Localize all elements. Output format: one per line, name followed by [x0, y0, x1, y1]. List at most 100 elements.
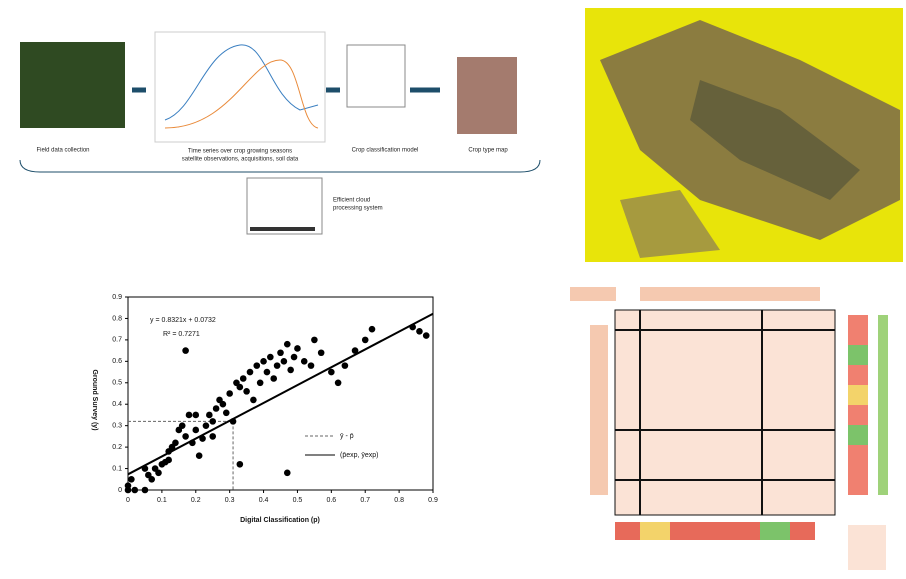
x-tick-label: 0.2 — [191, 497, 201, 504]
plot-frame — [127, 296, 434, 491]
point — [253, 362, 261, 369]
point — [246, 368, 254, 376]
cloud-box — [246, 177, 323, 235]
y-tick-label: 0.6 — [112, 358, 122, 365]
point — [236, 460, 244, 468]
y-tick-label: 0.5 — [112, 380, 122, 387]
cloud-label: processing system — [333, 206, 383, 212]
x-tick-label: 0.5 — [293, 497, 303, 504]
point — [368, 325, 376, 333]
point — [311, 336, 318, 344]
field-photo — [20, 42, 125, 128]
model-icon — [346, 44, 406, 108]
point — [287, 366, 294, 374]
cell — [570, 287, 616, 301]
brace — [19, 159, 541, 173]
map-patch — [620, 190, 720, 258]
y-tick-label: 0.4 — [112, 401, 122, 408]
point — [202, 422, 210, 429]
x-tick-label: 0.6 — [326, 497, 336, 504]
progress — [250, 227, 315, 231]
point — [267, 353, 274, 361]
point — [243, 388, 250, 395]
matrix — [570, 287, 888, 570]
y-tick-label: 0.1 — [112, 465, 122, 472]
point — [250, 396, 257, 404]
cell — [614, 309, 836, 516]
point — [409, 323, 416, 331]
point — [290, 353, 298, 361]
y-tick-label: 0.8 — [112, 315, 122, 322]
point — [209, 418, 217, 425]
point — [148, 475, 156, 483]
point — [273, 362, 281, 369]
y-tick-label: 0.7 — [112, 337, 122, 344]
point — [294, 345, 301, 352]
point — [277, 349, 284, 357]
point — [178, 422, 186, 429]
cell — [590, 325, 608, 495]
point — [270, 375, 278, 382]
legend-label: (p̄exp, ȳexp) — [340, 452, 379, 459]
x-tick-label: 0.1 — [157, 497, 167, 504]
point — [206, 411, 213, 419]
r-squared: R² = 0.7271 — [163, 331, 200, 338]
step-label: satellite observations, acquisitions, so… — [182, 157, 299, 163]
point — [182, 347, 189, 354]
point — [199, 435, 206, 442]
workflow: Field data collection Time series over c… — [19, 31, 541, 235]
point — [195, 452, 203, 459]
point — [283, 469, 291, 477]
y-axis-title: Ground Survey (y) — [91, 369, 98, 430]
point — [155, 469, 162, 477]
x-tick-label: 0.3 — [225, 497, 235, 504]
point — [351, 347, 359, 354]
map — [585, 8, 903, 262]
step-label: Field data collection — [36, 148, 89, 154]
point — [300, 358, 308, 365]
y-tick-label: 0.2 — [112, 444, 122, 451]
legend-label: ȳ - p̄ — [340, 433, 354, 440]
point — [185, 411, 193, 419]
point — [328, 368, 335, 376]
point — [256, 379, 264, 387]
point — [229, 418, 237, 425]
point — [209, 433, 217, 440]
y-tick-label: 0.3 — [112, 423, 122, 430]
map-patch — [690, 80, 860, 200]
point — [172, 439, 179, 447]
x-axis-title: Digital Classification (p) — [240, 517, 320, 524]
step-label: Time series over crop growing seasons — [188, 149, 292, 155]
point — [283, 340, 291, 348]
x-tick-label: 0.4 — [259, 497, 269, 504]
x-tick-label: 0.7 — [360, 497, 370, 504]
cell — [848, 525, 886, 570]
accuracy-col — [848, 315, 888, 495]
point — [212, 405, 220, 412]
scatter-plot: Digital Classification (p) Ground Survey… — [91, 317, 320, 524]
point — [189, 439, 196, 447]
point — [280, 358, 288, 365]
point — [260, 358, 267, 365]
point — [422, 332, 430, 339]
point — [226, 390, 233, 397]
point — [222, 409, 230, 417]
point — [141, 465, 149, 472]
point — [239, 375, 247, 382]
point — [341, 362, 349, 369]
timeseries-panel — [154, 31, 326, 143]
fit-line — [127, 312, 434, 476]
bottom-row — [615, 522, 815, 540]
point — [236, 383, 244, 391]
point — [131, 486, 139, 494]
point — [219, 400, 227, 408]
x-tick-label: 0 — [126, 497, 130, 504]
step-label: Crop classification model — [352, 148, 419, 154]
y-tick-label: 0.9 — [112, 294, 122, 301]
point — [334, 379, 342, 387]
point — [192, 426, 200, 434]
step-label: Crop type map — [468, 148, 508, 154]
point — [182, 433, 189, 440]
cloud-label: Efficient cloud — [333, 198, 370, 204]
